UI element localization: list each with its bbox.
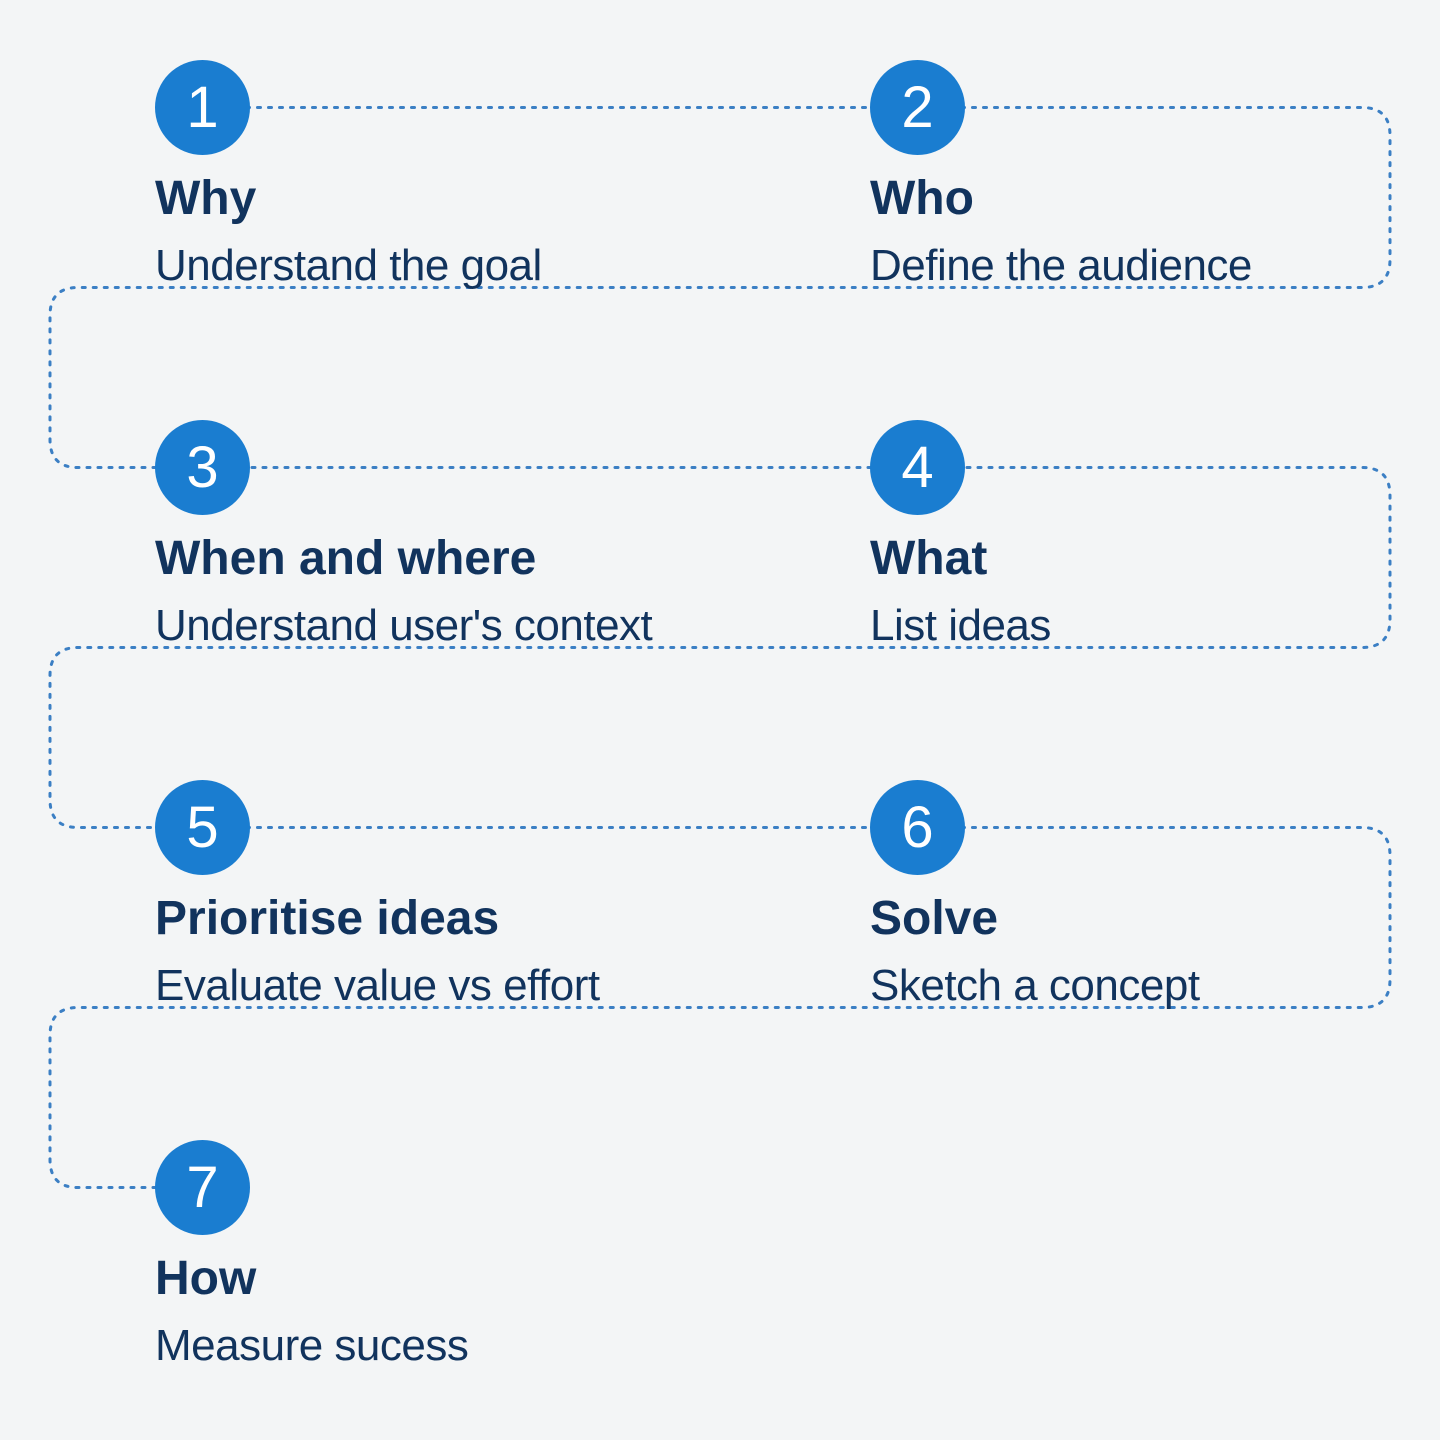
step-number-badge: 2	[870, 60, 965, 155]
process-diagram: 1 Why Understand the goal 2 Who Define the au…	[0, 0, 1440, 1440]
step-subtitle: Define the audience	[870, 240, 1440, 293]
step-number-badge: 5	[155, 780, 250, 875]
step-4: 4 What List ideas	[870, 420, 1440, 653]
step-2: 2 Who Define the audience	[870, 60, 1440, 293]
step-number-badge: 4	[870, 420, 965, 515]
step-number-badge: 3	[155, 420, 250, 515]
step-title: When and where	[155, 533, 755, 586]
step-number-badge: 7	[155, 1140, 250, 1235]
step-3: 3 When and where Understand user's context	[155, 420, 755, 653]
step-6: 6 Solve Sketch a concept	[870, 780, 1440, 1013]
step-1: 1 Why Understand the goal	[155, 60, 755, 293]
step-number-badge: 6	[870, 780, 965, 875]
step-title: Why	[155, 173, 755, 226]
step-subtitle: Measure sucess	[155, 1320, 755, 1373]
step-title: Who	[870, 173, 1440, 226]
step-title: How	[155, 1253, 755, 1306]
step-subtitle: Sketch a concept	[870, 960, 1440, 1013]
step-title: What	[870, 533, 1440, 586]
step-5: 5 Prioritise ideas Evaluate value vs effor…	[155, 780, 755, 1013]
step-subtitle: Understand the goal	[155, 240, 755, 293]
step-subtitle: List ideas	[870, 600, 1440, 653]
step-title: Prioritise ideas	[155, 893, 755, 946]
step-title: Solve	[870, 893, 1440, 946]
step-number-badge: 1	[155, 60, 250, 155]
step-7: 7 How Measure sucess	[155, 1140, 755, 1373]
step-subtitle: Understand user's context	[155, 600, 755, 653]
step-subtitle: Evaluate value vs effort	[155, 960, 755, 1013]
